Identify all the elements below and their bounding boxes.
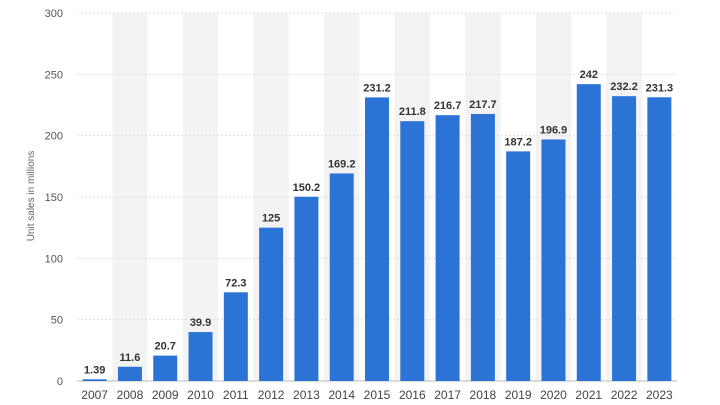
- bar-2018[interactable]: [470, 113, 495, 382]
- bar-2010[interactable]: [188, 332, 213, 381]
- value-label-2020: 196.9: [540, 124, 568, 136]
- bar-2007[interactable]: [82, 379, 107, 381]
- value-label-2023: 231.3: [646, 82, 674, 94]
- bar-2016[interactable]: [400, 121, 425, 381]
- bar-2017[interactable]: [435, 115, 460, 381]
- y-tick-label-50: 50: [51, 315, 63, 327]
- bar-2023[interactable]: [647, 97, 672, 381]
- y-axis-title: Unit sales in millions: [26, 151, 37, 242]
- value-label-2008: 11.6: [120, 352, 141, 364]
- bar-2012[interactable]: [259, 227, 284, 381]
- x-tick-label-2009: 2009: [152, 388, 179, 402]
- y-tick-label-150: 150: [45, 192, 63, 204]
- bar-2022[interactable]: [612, 96, 637, 381]
- x-tick-label-2018: 2018: [470, 388, 497, 402]
- bar-2020[interactable]: [541, 139, 566, 381]
- x-tick-label-2012: 2012: [258, 388, 285, 402]
- x-tick-label-2017: 2017: [434, 388, 461, 402]
- x-tick-label-2019: 2019: [505, 388, 532, 402]
- value-label-2018: 217.7: [469, 99, 497, 111]
- x-tick-label-2021: 2021: [575, 388, 602, 402]
- value-label-2014: 169.2: [328, 158, 356, 170]
- value-label-2021: 242: [580, 69, 598, 81]
- value-label-2009: 20.7: [155, 341, 176, 353]
- value-label-2010: 39.9: [190, 317, 211, 329]
- y-axis-ticks: 0 50 100 150 200 250 300: [45, 8, 63, 388]
- value-label-2016: 211.8: [399, 106, 426, 118]
- bar-2008[interactable]: [117, 366, 142, 381]
- x-tick-label-2013: 2013: [293, 388, 320, 402]
- bars: [82, 84, 672, 382]
- x-tick-label-2008: 2008: [117, 388, 144, 402]
- bar-2014[interactable]: [329, 173, 354, 381]
- band-2010: [182, 13, 219, 381]
- value-labels: 1.39 11.6 20.7 39.9 72.3 125 150.2 169.2 231.2 21…: [84, 69, 673, 376]
- bar-2015[interactable]: [365, 97, 389, 382]
- x-axis-ticks: 2007 2008 2009 2010 2011 2012 2013 2014 2015 2016…: [81, 388, 673, 402]
- x-tick-label-2010: 2010: [187, 388, 214, 402]
- value-label-2012: 125: [262, 213, 280, 225]
- y-tick-label-300: 300: [45, 8, 63, 20]
- value-label-2017: 216.7: [434, 100, 462, 112]
- bar-2013[interactable]: [294, 196, 319, 381]
- value-label-2013: 150.2: [293, 182, 321, 194]
- x-tick-label-2023: 2023: [646, 388, 673, 402]
- bar-2011[interactable]: [223, 292, 248, 381]
- y-tick-label-0: 0: [57, 376, 63, 388]
- x-tick-label-2007: 2007: [81, 388, 108, 402]
- x-tick-label-2011: 2011: [223, 388, 249, 402]
- bar-2019[interactable]: [506, 151, 531, 381]
- x-tick-label-2020: 2020: [540, 388, 567, 402]
- value-label-2007: 1.39: [84, 364, 105, 376]
- bar-2021[interactable]: [576, 84, 601, 381]
- value-label-2019: 187.2: [504, 136, 532, 148]
- x-tick-label-2022: 2022: [611, 388, 638, 402]
- x-tick-label-2014: 2014: [328, 388, 355, 402]
- value-label-2011: 72.3: [225, 277, 246, 289]
- value-label-2022: 232.2: [610, 81, 638, 93]
- x-tick-label-2016: 2016: [399, 388, 426, 402]
- value-label-2015: 231.2: [363, 82, 391, 94]
- y-tick-label-250: 250: [45, 69, 63, 81]
- x-tick-label-2015: 2015: [364, 388, 391, 402]
- bar-2009[interactable]: [153, 355, 178, 381]
- y-tick-label-200: 200: [45, 131, 63, 143]
- y-tick-label-100: 100: [45, 253, 63, 265]
